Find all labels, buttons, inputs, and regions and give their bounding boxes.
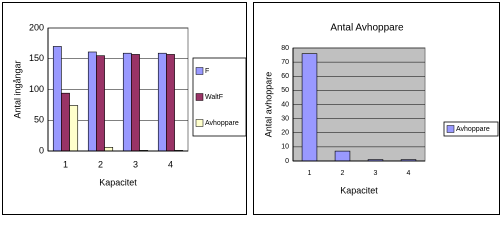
y-tick-label: 0 [285,158,289,165]
legend-swatch [195,93,204,101]
y-tick-label: 30 [281,115,289,122]
bar [87,51,97,152]
legend-swatch [195,119,204,127]
chart-title: Antal Avhoppare [330,23,404,34]
x-tick-label: 1 [63,159,68,169]
y-tick-label: 0 [39,145,44,155]
legend-swatch [446,125,455,133]
bar [69,105,79,152]
bar [131,54,140,152]
bar [334,150,351,162]
bar [96,55,105,152]
bar [157,52,167,152]
y-tick-label: 60 [281,73,289,80]
legend-label: Avhoppare [456,126,490,133]
bar [61,92,70,152]
y-tick-label: 40 [281,101,289,108]
legend-swatch [195,67,204,75]
bar [122,52,132,152]
legend-label: Avhoppare [205,120,239,127]
x-axis-label: Kapacitet [99,177,137,187]
x-tick-label: 1 [308,170,312,177]
legend [443,121,499,137]
y-tick-label: 50 [34,115,44,125]
x-tick-label: 2 [341,170,345,177]
x-tick-label: 3 [133,159,138,169]
y-tick-label: 150 [29,53,44,63]
y-tick-label: 50 [281,87,289,94]
bar [166,54,175,152]
y-tick-label: 20 [281,130,289,137]
x-tick-label: 2 [98,159,103,169]
y-tick-label: 10 [281,144,289,151]
x-tick-label: 4 [168,159,173,169]
legend-label: WaltF [205,94,223,101]
x-tick-label: 3 [374,170,378,177]
bar [52,46,62,152]
y-axis-label: Antal avhoppare [263,72,273,138]
bar [104,147,114,152]
x-tick-label: 4 [407,170,411,177]
y-tick-label: 70 [281,59,289,66]
y-tick-label: 80 [281,45,289,52]
y-tick-label: 100 [29,84,44,94]
legend-label: F [205,68,209,75]
y-axis-label: Antal ingångar [12,60,22,118]
bar [301,53,318,162]
y-tick-label: 200 [29,22,44,32]
x-axis-label: Kapacitet [340,185,378,195]
